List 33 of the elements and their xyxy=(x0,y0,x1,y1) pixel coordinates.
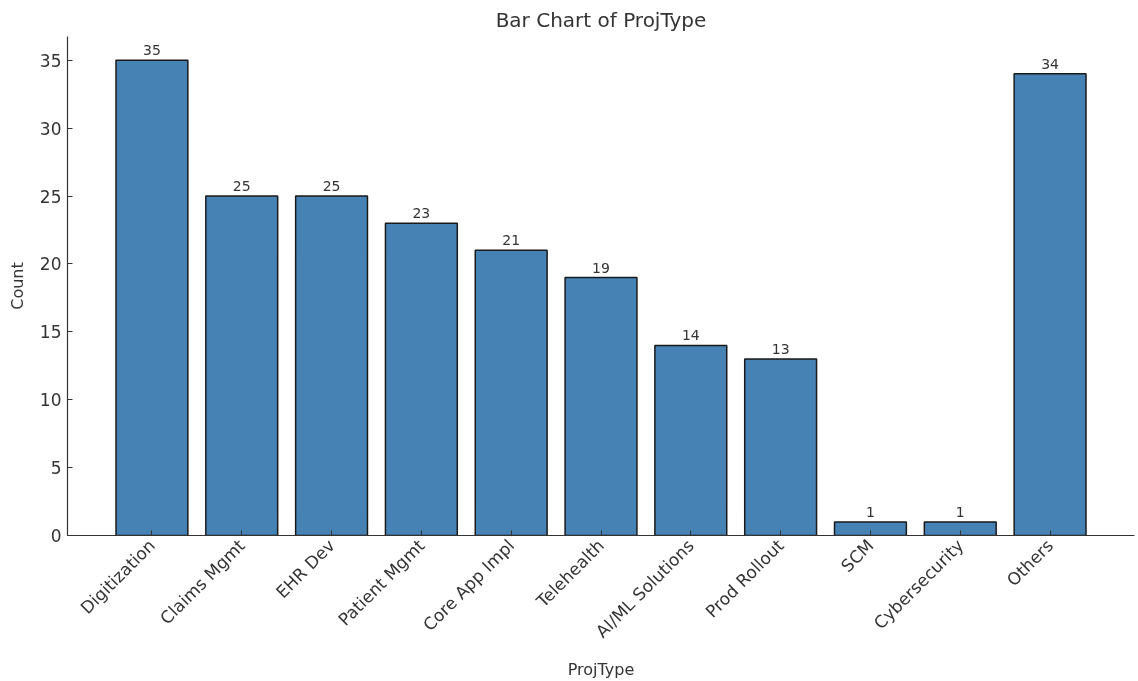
y-tick-label: 15 xyxy=(39,322,62,343)
data-label: 25 xyxy=(232,178,251,195)
y-axis-title: Count xyxy=(7,262,27,310)
data-label: 13 xyxy=(771,340,790,357)
y-tick-label: 30 xyxy=(39,118,62,139)
data-label: 21 xyxy=(502,232,521,249)
y-tick-label: 10 xyxy=(39,390,62,411)
data-label: 19 xyxy=(592,259,610,276)
data-label: 25 xyxy=(322,178,341,195)
bar xyxy=(115,59,189,536)
y-tick-label: 0 xyxy=(50,526,62,546)
y-tick-label: 5 xyxy=(50,458,62,479)
x-axis-title: ProjType xyxy=(567,659,635,679)
data-label: 34 xyxy=(1041,55,1060,72)
chart-title: Bar Chart of ProjType xyxy=(495,7,707,32)
data-label: 23 xyxy=(412,205,431,222)
bar xyxy=(294,195,369,536)
data-label: 35 xyxy=(143,42,161,59)
bar xyxy=(205,195,279,536)
bar xyxy=(833,521,908,536)
bar xyxy=(743,358,818,536)
data-label: 14 xyxy=(681,327,700,344)
bar xyxy=(384,222,459,536)
data-label: 1 xyxy=(955,503,965,520)
y-tick-label: 25 xyxy=(39,186,62,207)
bar xyxy=(564,276,638,536)
bar xyxy=(1013,73,1087,536)
bar xyxy=(474,249,548,536)
data-label: 1 xyxy=(865,503,875,520)
y-tick-label: 35 xyxy=(39,50,62,71)
bar xyxy=(923,521,997,536)
bar xyxy=(654,344,728,536)
y-tick-label: 20 xyxy=(39,254,62,275)
